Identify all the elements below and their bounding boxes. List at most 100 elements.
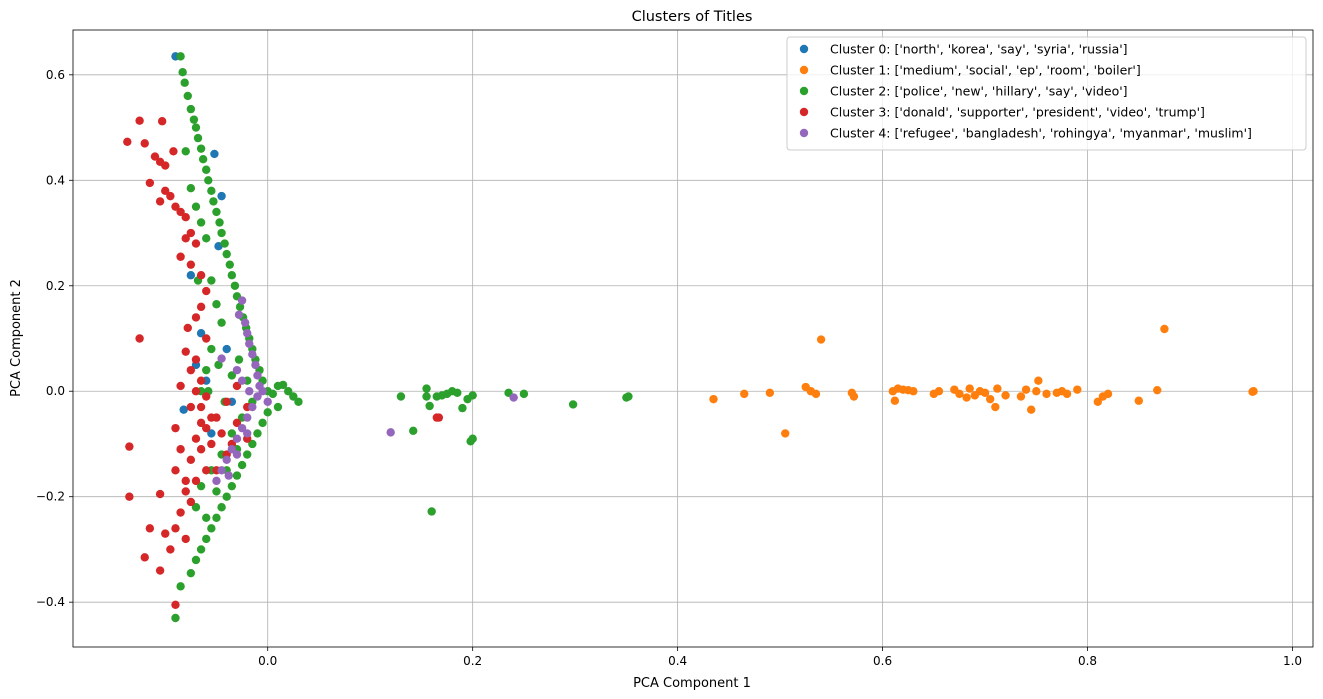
y-tick-label: 0.4: [46, 173, 65, 187]
data-point: [192, 123, 200, 131]
data-point: [171, 466, 179, 474]
data-point: [1034, 376, 1042, 384]
data-point: [212, 514, 220, 522]
data-point: [176, 508, 184, 516]
data-point: [212, 487, 220, 495]
data-point: [993, 384, 1001, 392]
data-point: [1063, 390, 1071, 398]
data-point: [156, 490, 164, 498]
data-point: [238, 296, 246, 304]
data-point: [274, 403, 282, 411]
data-point: [187, 403, 195, 411]
legend-marker: [800, 129, 808, 137]
data-point: [156, 566, 164, 574]
x-tick-label: 0.4: [668, 654, 687, 668]
data-point: [962, 393, 970, 401]
data-point: [202, 287, 210, 295]
data-point: [781, 429, 789, 437]
data-point: [269, 390, 277, 398]
data-point: [243, 329, 251, 337]
data-point: [569, 400, 577, 408]
data-point: [194, 134, 202, 142]
data-point: [187, 184, 195, 192]
legend-entry: Cluster 3: ['donald', 'supporter', 'pres…: [830, 105, 1205, 120]
data-point: [1104, 390, 1112, 398]
data-point: [197, 445, 205, 453]
data-point: [202, 466, 210, 474]
data-point: [197, 419, 205, 427]
x-tick-label: 0.0: [258, 654, 277, 668]
data-point: [397, 392, 405, 400]
data-point: [223, 250, 231, 258]
data-point: [238, 376, 246, 384]
y-tick-label: 0.2: [46, 279, 65, 293]
data-point: [123, 138, 131, 146]
y-tick-label: 0.0: [46, 384, 65, 398]
data-point: [192, 434, 200, 442]
data-point: [125, 493, 133, 501]
data-point: [190, 115, 198, 123]
data-point: [207, 276, 215, 284]
data-point: [197, 144, 205, 152]
y-tick-label: 0.6: [46, 68, 65, 82]
legend-entry: Cluster 0: ['north', 'korea', 'say', 'sy…: [830, 42, 1128, 57]
data-point: [243, 450, 251, 458]
legend-entry: Cluster 4: ['refugee', 'bangladesh', 'ro…: [830, 126, 1252, 141]
data-point: [453, 389, 461, 397]
data-point: [202, 166, 210, 174]
data-point: [233, 471, 241, 479]
data-point: [212, 208, 220, 216]
data-point: [202, 334, 210, 342]
data-point: [187, 366, 195, 374]
data-point: [243, 429, 251, 437]
data-point: [176, 582, 184, 590]
data-point: [187, 498, 195, 506]
data-point: [197, 218, 205, 226]
data-point: [243, 413, 251, 421]
data-point: [955, 390, 963, 398]
data-point: [709, 395, 717, 403]
legend-marker: [800, 45, 808, 53]
legend-marker: [800, 108, 808, 116]
data-point: [125, 442, 133, 450]
data-point: [202, 392, 210, 400]
data-point: [207, 187, 215, 195]
data-point: [146, 179, 154, 187]
data-point: [135, 117, 143, 125]
data-point: [238, 461, 246, 469]
data-point: [184, 324, 192, 332]
data-point: [233, 434, 241, 442]
data-point: [235, 311, 243, 319]
data-point: [850, 392, 858, 400]
data-point: [409, 427, 417, 435]
data-point: [253, 429, 261, 437]
data-point: [1160, 325, 1168, 333]
data-point: [171, 614, 179, 622]
data-point: [223, 345, 231, 353]
data-point: [217, 192, 225, 200]
data-point: [965, 384, 973, 392]
data-point: [197, 376, 205, 384]
data-point: [235, 355, 243, 363]
data-point: [176, 52, 184, 60]
x-tick-label: 1.0: [1283, 654, 1302, 668]
data-point: [1001, 391, 1009, 399]
data-point: [166, 192, 174, 200]
data-point: [192, 239, 200, 247]
data-point: [217, 466, 225, 474]
y-axis-label: PCA Component 2: [9, 279, 24, 397]
data-point: [228, 271, 236, 279]
x-axis-label: PCA Component 1: [633, 676, 751, 691]
data-point: [248, 403, 256, 411]
data-point: [215, 218, 223, 226]
data-point: [166, 545, 174, 553]
data-point: [891, 397, 899, 405]
data-point: [468, 434, 476, 442]
data-point: [935, 387, 943, 395]
data-point: [217, 318, 225, 326]
data-point: [520, 390, 528, 398]
data-point: [192, 202, 200, 210]
data-point: [422, 384, 430, 392]
data-point: [202, 535, 210, 543]
